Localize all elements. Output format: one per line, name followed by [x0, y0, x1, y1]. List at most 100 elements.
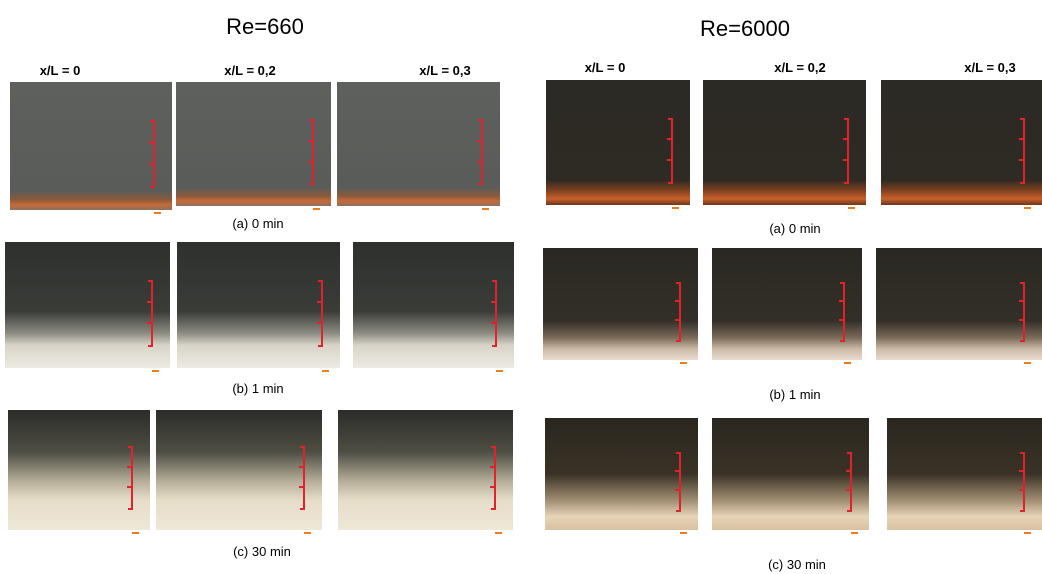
photo	[703, 80, 866, 205]
scale-bar	[1020, 118, 1025, 185]
scale-bar	[1020, 282, 1025, 342]
scale-bar	[492, 280, 497, 347]
position-mark	[313, 208, 320, 210]
scale-tick	[477, 140, 481, 142]
position-mark	[672, 207, 679, 209]
scale-tick	[843, 159, 847, 161]
scale-bar	[491, 446, 496, 510]
scale-bar	[150, 120, 155, 188]
scale-tick	[308, 161, 312, 163]
scale-tick	[667, 138, 671, 140]
photo	[10, 82, 172, 210]
scale-tick	[147, 301, 151, 303]
scale-tick	[1019, 159, 1023, 161]
scale-bar	[844, 118, 849, 185]
scale-bar	[309, 119, 314, 185]
scale-tick	[839, 319, 843, 321]
scale-tick	[675, 300, 679, 302]
caption: (c) 30 min	[768, 557, 826, 572]
column-label: x/L = 0	[40, 63, 81, 78]
position-mark	[1024, 532, 1031, 534]
photo	[876, 248, 1042, 360]
column-label: x/L = 0,2	[774, 60, 825, 75]
scale-tick	[127, 486, 131, 488]
panel-title: Re=6000	[700, 16, 790, 42]
position-mark	[680, 362, 687, 364]
scale-tick	[299, 486, 303, 488]
photo	[338, 410, 513, 530]
scale-bar	[318, 280, 323, 347]
position-mark	[680, 532, 687, 534]
scale-bar	[300, 446, 305, 510]
page: Re=660 x/L = 0 x/L = 0,2 x/L = 0,3 (a) 0…	[0, 0, 1042, 574]
position-mark	[844, 362, 851, 364]
scale-tick	[147, 322, 151, 324]
photo	[881, 80, 1042, 205]
photo	[887, 418, 1042, 530]
column-label: x/L = 0	[585, 60, 626, 75]
position-mark	[132, 532, 139, 534]
scale-tick	[317, 301, 321, 303]
scale-tick	[843, 138, 847, 140]
scale-tick	[308, 140, 312, 142]
scale-tick	[1019, 138, 1023, 140]
scale-tick	[675, 319, 679, 321]
photo	[337, 82, 500, 206]
caption: (c) 30 min	[233, 544, 291, 559]
position-mark	[154, 212, 161, 214]
scale-tick	[491, 301, 495, 303]
position-mark	[482, 208, 489, 210]
scale-tick	[1019, 489, 1023, 491]
scale-bar	[676, 452, 681, 512]
position-mark	[152, 370, 159, 372]
column-label: x/L = 0,3	[964, 60, 1015, 75]
scale-bar	[478, 119, 483, 185]
position-mark	[496, 370, 503, 372]
scale-tick	[299, 466, 303, 468]
caption: (b) 1 min	[769, 387, 820, 402]
scale-bar	[840, 282, 845, 342]
scale-tick	[846, 470, 850, 472]
scale-tick	[490, 466, 494, 468]
scale-tick	[149, 142, 153, 144]
photo	[176, 82, 331, 206]
position-mark	[1024, 207, 1031, 209]
caption: (b) 1 min	[232, 381, 283, 396]
scale-tick	[1019, 470, 1023, 472]
panel-title: Re=660	[226, 14, 304, 40]
scale-tick	[477, 161, 481, 163]
position-mark	[851, 532, 858, 534]
caption: (a) 0 min	[769, 221, 820, 236]
scale-bar	[847, 452, 852, 512]
scale-tick	[127, 466, 131, 468]
photo	[5, 242, 170, 368]
scale-tick	[490, 486, 494, 488]
position-mark	[322, 370, 329, 372]
scale-bar	[148, 280, 153, 347]
scale-bar	[668, 118, 673, 185]
scale-tick	[839, 300, 843, 302]
scale-bar	[1020, 452, 1025, 512]
scale-tick	[317, 322, 321, 324]
photo	[353, 242, 514, 368]
scale-tick	[675, 489, 679, 491]
column-label: x/L = 0,3	[419, 63, 470, 78]
scale-tick	[149, 163, 153, 165]
scale-tick	[1019, 319, 1023, 321]
scale-tick	[846, 489, 850, 491]
scale-tick	[667, 159, 671, 161]
scale-tick	[1019, 300, 1023, 302]
photo	[177, 242, 340, 368]
scale-bar	[128, 446, 133, 510]
photo	[156, 410, 322, 530]
photo	[543, 248, 698, 360]
position-mark	[848, 207, 855, 209]
caption: (a) 0 min	[232, 216, 283, 231]
column-label: x/L = 0,2	[224, 63, 275, 78]
position-mark	[304, 532, 311, 534]
scale-tick	[491, 322, 495, 324]
scale-tick	[675, 470, 679, 472]
scale-bar	[676, 282, 681, 342]
position-mark	[1024, 362, 1031, 364]
photo	[712, 418, 869, 530]
